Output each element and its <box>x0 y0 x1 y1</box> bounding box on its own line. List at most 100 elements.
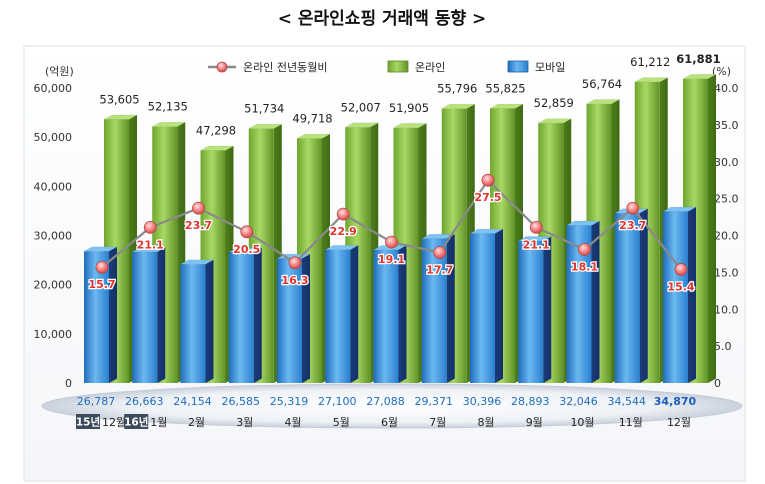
right-axis-ticks: 0 5.0 10.0 15.0 20.0 25.0 30.0 35.0 40.0 <box>714 82 739 390</box>
x-tick-label: 12월 <box>667 416 691 429</box>
base-platform <box>41 383 743 429</box>
legend-mobile-label: 모바일 <box>535 60 565 74</box>
x-tick-label: 7월 <box>429 416 446 429</box>
x-tick-label: 1월 <box>150 416 167 429</box>
growth-value-label: 21.1 <box>523 238 550 251</box>
mobile-bar-front <box>132 251 158 383</box>
online-bar-top <box>103 114 138 120</box>
year-badge-label: 16년 <box>124 416 148 429</box>
online-value-label: 61,881 <box>676 52 720 66</box>
growth-value-label: 22.9 <box>330 225 357 238</box>
online-value-label: 56,764 <box>582 77 622 91</box>
x-tick-label: 10월 <box>570 416 594 429</box>
mobile-value-label: 30,396 <box>463 395 502 408</box>
growth-line-layer: 15.7 21.1 23.7 20.5 16.3 22.9 19.1 17.7 27.5 21.1… <box>87 173 696 295</box>
online-value-label: 51,905 <box>389 101 429 115</box>
x-tick-label: 12월 <box>102 416 126 429</box>
growth-point <box>336 207 350 221</box>
mobile-value-label: 26,585 <box>222 395 261 408</box>
growth-value-label: 23.7 <box>619 219 646 232</box>
growth-point <box>578 243 591 256</box>
left-axis-ticks: 0 10,000 20,000 30,000 40,000 50,000 60,000 <box>34 82 73 390</box>
mobile-value-label: 24,154 <box>173 395 212 408</box>
left-axis-tick: 50,000 <box>34 131 73 144</box>
online-value-label: 52,135 <box>148 100 188 114</box>
mobile-bar-front <box>228 252 254 383</box>
right-axis-tick: 35.0 <box>714 119 739 132</box>
mobile-bar-front <box>180 264 206 383</box>
left-axis-tick: 20,000 <box>34 279 73 292</box>
legend-online-swatch <box>387 60 409 73</box>
growth-value-label: 23.7 <box>185 219 212 232</box>
mobile-bar-front <box>373 249 399 383</box>
right-axis-tick: 30.0 <box>714 156 739 169</box>
legend-item-mobile: 모바일 <box>507 60 565 74</box>
mobile-value-label: 32,046 <box>559 395 598 408</box>
online-value-label: 55,796 <box>437 82 477 96</box>
mobile-bar-side <box>350 245 359 383</box>
mobile-value-label: 34,544 <box>608 395 647 408</box>
legend: 온라인 전년동월비 온라인 모바일 <box>208 60 565 74</box>
right-axis-tick: 5.0 <box>714 340 732 353</box>
mobile-bar <box>83 246 118 383</box>
online-bar-top <box>200 145 234 151</box>
mobile-bar-front <box>663 211 688 383</box>
right-axis-tick: 15.0 <box>714 266 739 279</box>
mobile-bar-top <box>518 236 552 242</box>
online-bar-top <box>441 104 475 109</box>
online-value-label: 61,212 <box>630 55 670 69</box>
online-bar-top <box>393 123 427 129</box>
mobile-value-label: 28,893 <box>511 395 550 408</box>
mobile-bar-side <box>446 234 455 383</box>
mobile-bar <box>518 236 552 383</box>
growth-value-label: 17.7 <box>426 263 453 276</box>
mobile-value-label: 27,088 <box>366 395 405 408</box>
left-axis-tick: 0 <box>65 377 72 390</box>
left-axis-tick: 10,000 <box>34 328 73 341</box>
mobile-bar-top <box>325 245 359 251</box>
growth-point <box>481 173 495 187</box>
x-tick-label: 11월 <box>619 416 643 429</box>
mobile-bar-side <box>543 236 552 383</box>
mobile-bar-front <box>325 249 351 383</box>
mobile-bar-side <box>495 229 503 383</box>
right-axis-tick: 10.0 <box>714 303 739 316</box>
mobile-bar <box>421 233 455 383</box>
online-bar-top <box>345 122 379 128</box>
left-axis-tick: 60,000 <box>34 82 73 95</box>
mobile-bar-top <box>83 246 118 252</box>
x-tick-label: 2월 <box>188 416 205 429</box>
mobile-bar-side <box>302 254 310 383</box>
x-tick-label: 8월 <box>477 416 494 429</box>
mobile-bar-front <box>84 251 109 383</box>
right-axis-tick: 40.0 <box>714 82 739 95</box>
mobile-bar-side <box>157 247 166 383</box>
online-value-label: 49,718 <box>292 112 332 126</box>
legend-growth-label: 온라인 전년동월비 <box>243 61 327 74</box>
growth-point <box>95 260 109 274</box>
mobile-bar-top <box>566 220 600 226</box>
mobile-value-label: 29,371 <box>415 395 454 408</box>
mobile-bar-front <box>614 213 640 383</box>
growth-point <box>674 263 688 276</box>
legend-mobile-swatch <box>507 60 529 73</box>
mobile-bar-top <box>228 247 262 253</box>
mobile-value-label: 25,319 <box>270 395 309 408</box>
mobile-bar <box>662 206 697 383</box>
chart-title: < 온라인쇼핑 거래액 동향 > <box>278 8 487 29</box>
mobile-bar-top <box>662 206 697 212</box>
online-bar-top <box>538 118 572 124</box>
online-bar-top <box>296 133 331 139</box>
right-axis-tick: 0 <box>714 377 721 390</box>
growth-point <box>385 235 398 249</box>
online-bar-top <box>586 99 620 105</box>
growth-point <box>433 246 447 259</box>
online-bar-top <box>682 74 717 80</box>
mobile-value-label: 26,787 <box>77 395 116 408</box>
online-value-label: 55,825 <box>485 82 525 96</box>
labels-layer: 53,605 26,787 52,135 26,663 47,298 24,154 51,7… <box>77 52 721 408</box>
online-bar-top <box>248 123 282 129</box>
legend-item-growth: 온라인 전년동월비 <box>208 61 327 74</box>
mobile-bar <box>325 245 359 383</box>
